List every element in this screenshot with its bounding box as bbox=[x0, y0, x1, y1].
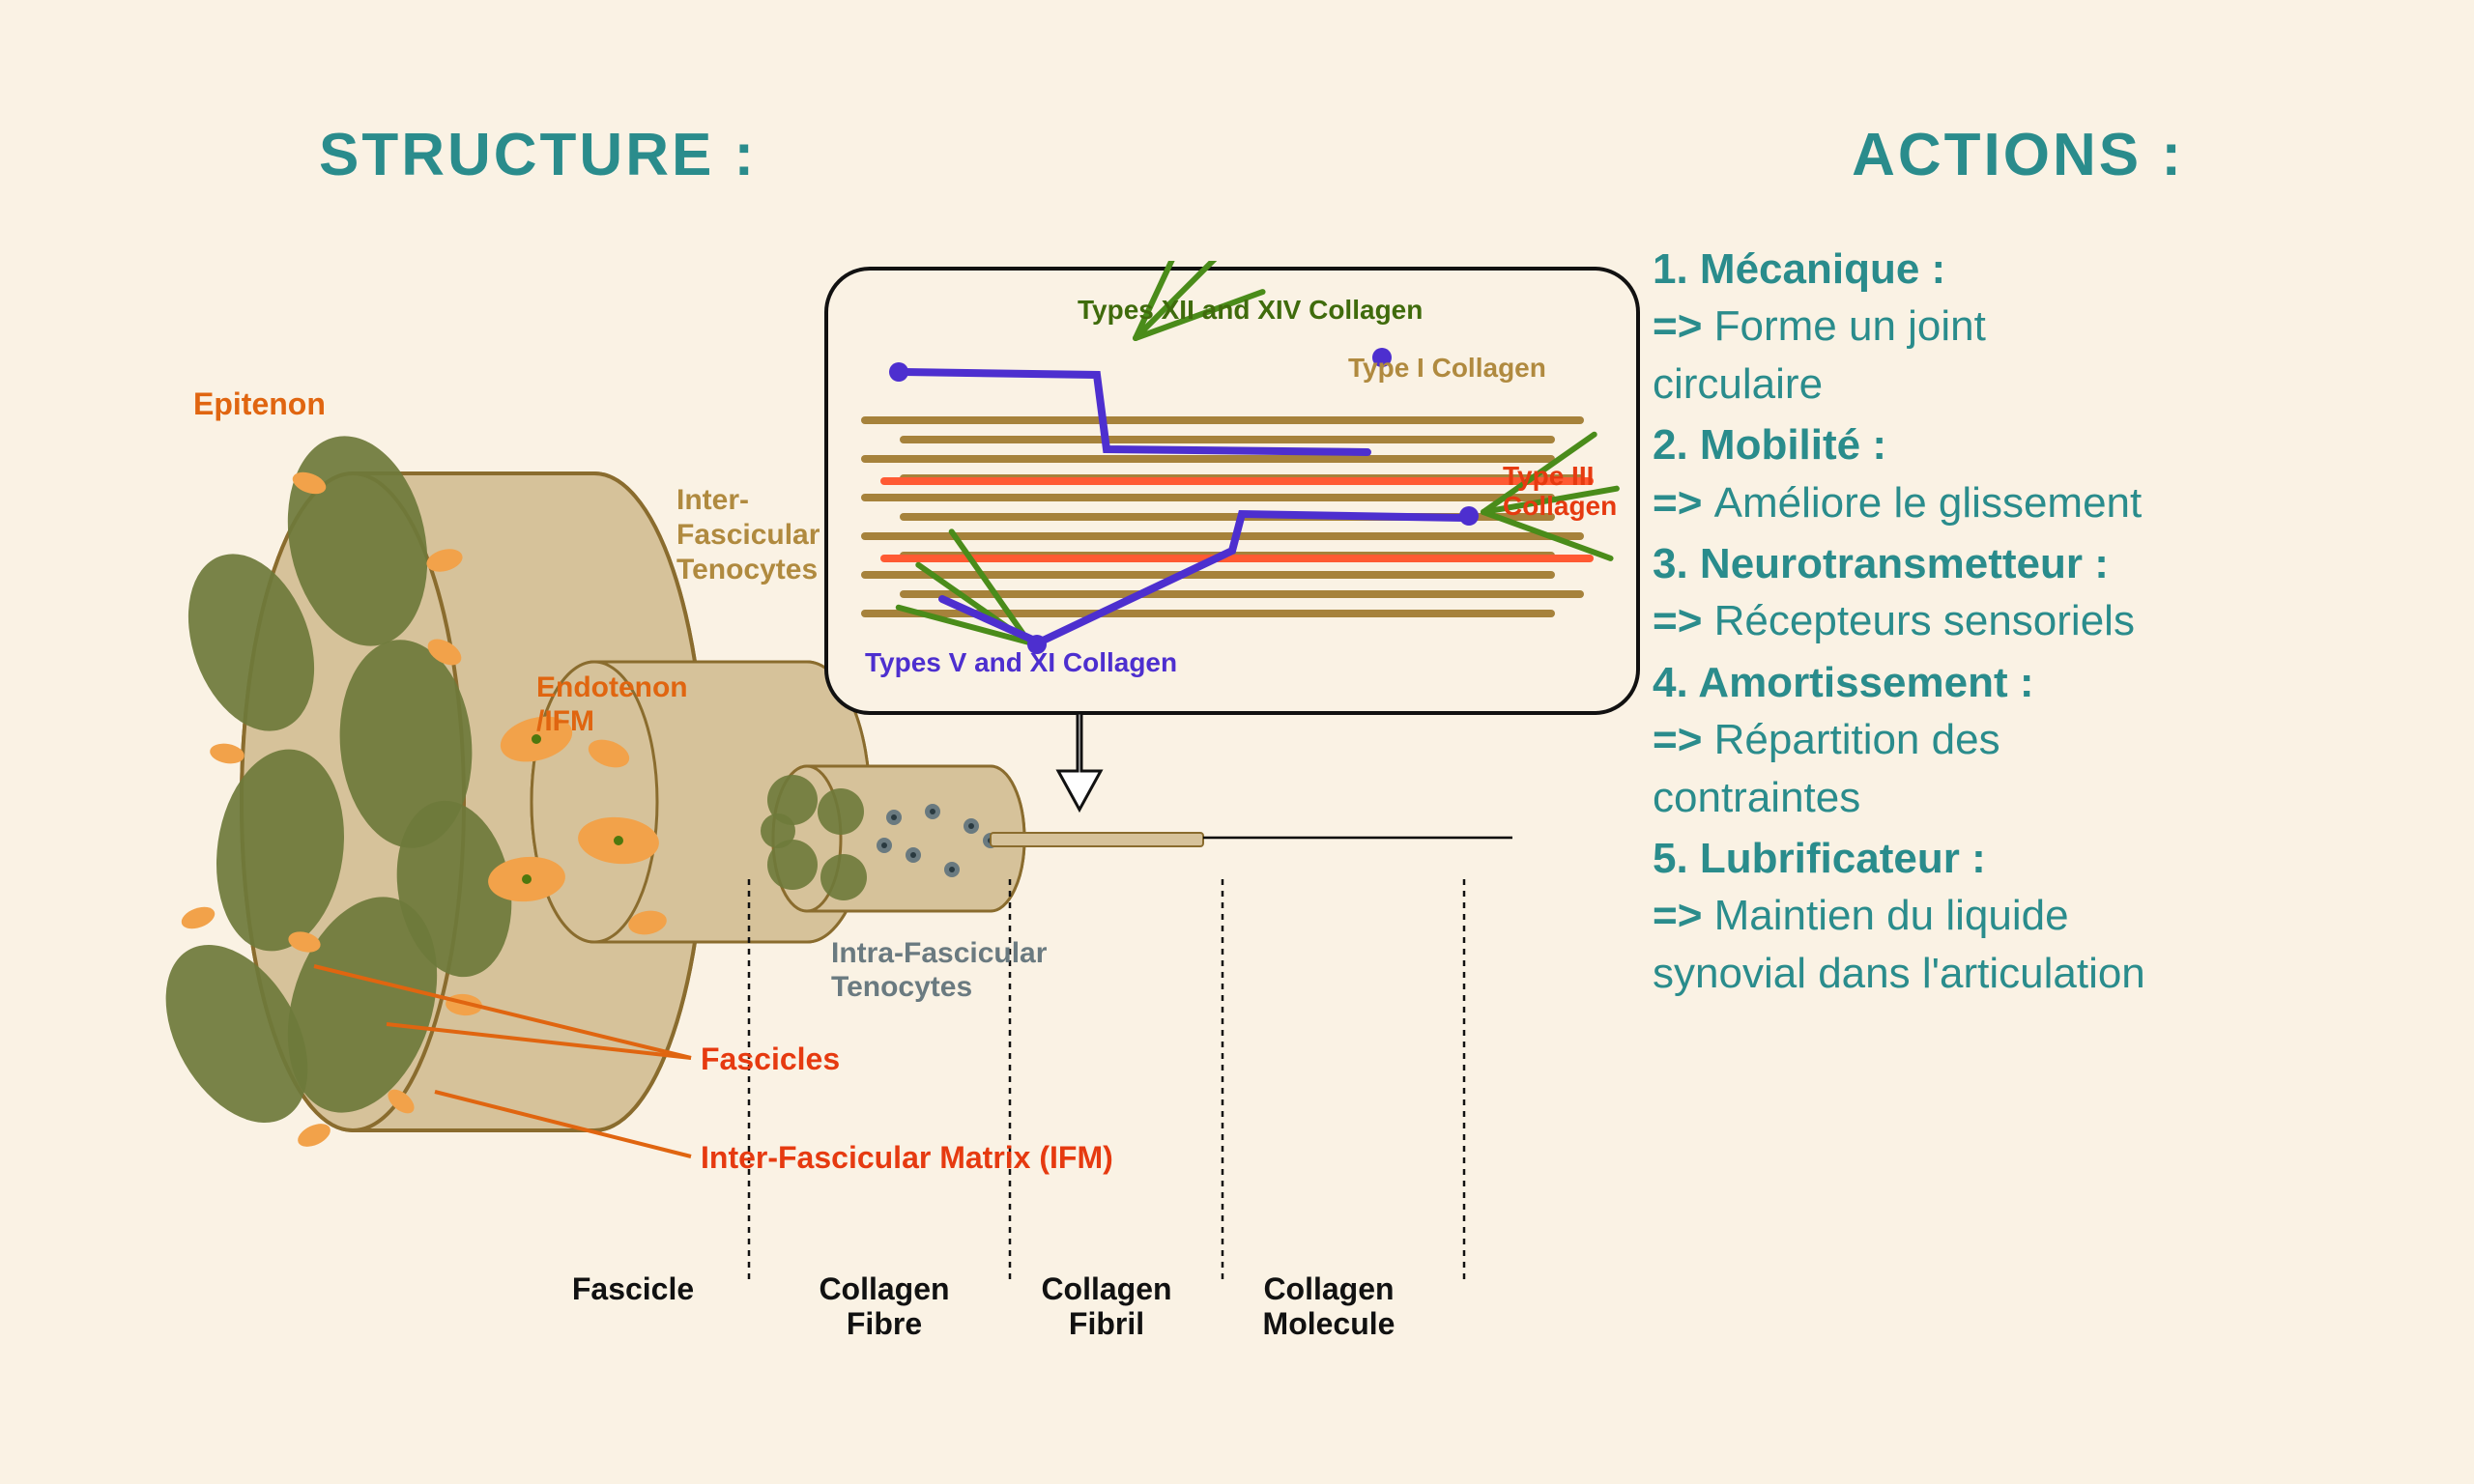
action-body-line: contraintes bbox=[1653, 769, 2387, 826]
svg-text:Collagen: Collagen bbox=[819, 1271, 949, 1306]
action-body-line: => Améliore le glissement bbox=[1653, 474, 2387, 531]
label-fascicles: Fascicles bbox=[701, 1042, 840, 1077]
svg-text:Fascicle: Fascicle bbox=[572, 1271, 694, 1306]
svg-text:Collagen: Collagen bbox=[1041, 1271, 1171, 1306]
action-body-line: => Maintien du liquide bbox=[1653, 887, 2387, 944]
label-epitenon: Epitenon bbox=[193, 386, 326, 422]
action-heading: 3. Neurotransmetteur : bbox=[1653, 535, 2387, 592]
action-body-line: synovial dans l'articulation bbox=[1653, 945, 2387, 1002]
action-heading: 4. Amortissement : bbox=[1653, 654, 2387, 711]
svg-text:Molecule: Molecule bbox=[1263, 1306, 1395, 1341]
structure-title: STRUCTURE : bbox=[319, 121, 757, 189]
action-body-line: => Récepteurs sensoriels bbox=[1653, 592, 2387, 649]
action-body-line: => Forme un joint bbox=[1653, 298, 2387, 355]
action-heading: 1. Mécanique : bbox=[1653, 241, 2387, 298]
action-heading: 5. Lubrificateur : bbox=[1653, 830, 2387, 887]
label-ifm: Inter-Fascicular Matrix (IFM) bbox=[701, 1140, 1113, 1176]
action-heading: 2. Mobilité : bbox=[1653, 416, 2387, 473]
action-body-line: circulaire bbox=[1653, 356, 2387, 413]
label-type-v-xi: Types V and XI Collagen bbox=[865, 647, 1177, 678]
label-intra-fasc-tenocytes: Intra-Fascicular Tenocytes bbox=[831, 937, 1047, 1004]
label-type-iii: Type III Collagen bbox=[1503, 462, 1617, 522]
structure-diagram: FascicleCollagenFibreCollagenFibrilColla… bbox=[63, 261, 1648, 1353]
label-inter-fasc-tenocytes: Inter- Fascicular Tenocytes bbox=[676, 483, 820, 587]
svg-text:Collagen: Collagen bbox=[1263, 1271, 1394, 1306]
svg-text:Fibril: Fibril bbox=[1069, 1306, 1144, 1341]
actions-list: 1. Mécanique :=> Forme un jointcirculair… bbox=[1653, 237, 2387, 1002]
actions-title: ACTIONS : bbox=[1852, 121, 2184, 189]
action-body-line: => Répartition des bbox=[1653, 711, 2387, 768]
label-endotenon: Endotenon /IFM bbox=[536, 671, 688, 738]
label-type-xii-xiv: Types XII and XIV Collagen bbox=[1078, 295, 1423, 326]
label-type-i: Type I Collagen bbox=[1348, 353, 1546, 384]
svg-text:Fibre: Fibre bbox=[847, 1306, 922, 1341]
